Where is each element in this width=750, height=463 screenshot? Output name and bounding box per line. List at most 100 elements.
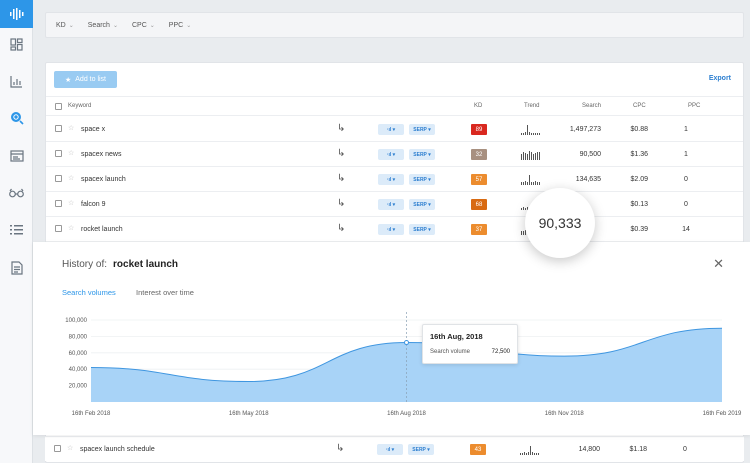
star-icon[interactable]: ☆ bbox=[68, 125, 75, 132]
filter-search[interactable]: Search ⌄ bbox=[88, 22, 118, 29]
trend-bar bbox=[520, 453, 521, 455]
star-icon: ★ bbox=[64, 76, 72, 84]
trend-bar bbox=[523, 152, 524, 160]
tab-search-volumes[interactable]: Search volumes bbox=[62, 288, 116, 297]
trend-bar bbox=[521, 154, 522, 160]
trend-bar bbox=[531, 152, 532, 160]
header-kd[interactable]: KD bbox=[474, 103, 483, 109]
tooltip-value: 72,500 bbox=[491, 349, 510, 355]
keyword-text[interactable]: space x bbox=[81, 126, 106, 133]
header-keyword[interactable]: Keyword bbox=[68, 103, 92, 109]
ppc-value: 0 bbox=[683, 446, 687, 453]
select-all-checkbox[interactable] bbox=[55, 103, 62, 110]
tab-interest-over-time[interactable]: Interest over time bbox=[136, 288, 194, 297]
trend-bar bbox=[539, 182, 540, 185]
search-volume-bubble: 90,333 bbox=[525, 188, 595, 258]
drill-down-arrow-icon[interactable]: ↳ bbox=[337, 148, 346, 159]
serp-dropdown-button[interactable]: SERP ▾ bbox=[409, 224, 435, 235]
close-icon[interactable]: ✕ bbox=[713, 256, 724, 271]
filter-kd[interactable]: KD ⌄ bbox=[56, 22, 74, 29]
star-icon[interactable]: ☆ bbox=[68, 150, 75, 157]
filter-label: CPC bbox=[131, 21, 147, 29]
serp-dropdown-button[interactable]: SERP ▾ bbox=[409, 149, 435, 160]
row-checkbox[interactable] bbox=[54, 445, 61, 452]
trend-bar bbox=[529, 175, 530, 185]
ppc-value: 0 bbox=[684, 201, 688, 208]
trend-sparkline bbox=[521, 148, 549, 160]
tooltip-label: Search volume bbox=[430, 349, 471, 355]
trend-bar bbox=[523, 207, 524, 210]
sidebar bbox=[0, 0, 33, 463]
row-checkbox[interactable] bbox=[55, 200, 62, 207]
keyword-text[interactable]: rocket launch bbox=[81, 226, 123, 233]
table-row[interactable]: ☆ falcon 9 ↳ ·ıl ▾ SERP ▾ 68 $0.13 0 bbox=[46, 192, 743, 217]
star-icon[interactable]: ☆ bbox=[68, 225, 75, 232]
drill-down-arrow-icon[interactable]: ↳ bbox=[337, 198, 346, 209]
graph-dropdown-button[interactable]: ·ıl ▾ bbox=[378, 224, 404, 235]
search-volume: 14,800 bbox=[578, 446, 600, 453]
filter-cpc[interactable]: CPC ⌄ bbox=[132, 22, 155, 29]
history-label: History of: bbox=[62, 259, 108, 270]
graph-dropdown-button[interactable]: ·ıl ▾ bbox=[377, 444, 403, 455]
trend-bar bbox=[531, 182, 532, 185]
browser-window-icon[interactable] bbox=[0, 142, 33, 170]
dashboard-icon[interactable] bbox=[0, 30, 33, 58]
x-tick-label: 16th Feb 2019 bbox=[703, 411, 742, 417]
trend-bar bbox=[537, 133, 538, 135]
trend-bar bbox=[525, 153, 526, 160]
ppc-value: 1 bbox=[684, 126, 688, 133]
header-cpc[interactable]: CPC bbox=[633, 103, 646, 109]
drill-down-arrow-icon[interactable]: ↳ bbox=[336, 443, 345, 454]
keyword-text[interactable]: spacex news bbox=[81, 151, 122, 158]
row-checkbox[interactable] bbox=[55, 150, 62, 157]
table-row[interactable]: ☆ rocket launch ↳ ·ıl ▾ SERP ▾ 37 $0.39 14 bbox=[46, 217, 743, 242]
keyword-text[interactable]: spacex launch schedule bbox=[80, 446, 155, 453]
keyword-text[interactable]: falcon 9 bbox=[81, 201, 106, 208]
row-checkbox[interactable] bbox=[55, 125, 62, 132]
keyword-text[interactable]: spacex launch bbox=[81, 176, 126, 183]
cpc-value: $2.09 bbox=[630, 176, 648, 183]
keyword-search-icon[interactable] bbox=[0, 104, 33, 132]
serp-dropdown-button[interactable]: SERP ▾ bbox=[409, 124, 435, 135]
kd-badge: 57 bbox=[471, 174, 487, 185]
star-icon[interactable]: ☆ bbox=[68, 175, 75, 182]
drill-down-arrow-icon[interactable]: ↳ bbox=[337, 223, 346, 234]
trend-bar bbox=[538, 453, 539, 455]
graph-dropdown-button[interactable]: ·ıl ▾ bbox=[378, 174, 404, 185]
x-tick-label: 16th Feb 2018 bbox=[72, 411, 111, 417]
search-volume: 90,500 bbox=[579, 151, 601, 158]
chevron-down-icon: ⌄ bbox=[112, 22, 118, 29]
glasses-icon[interactable] bbox=[0, 179, 33, 207]
table-row[interactable]: ☆ spacex launch ↳ ·ıl ▾ SERP ▾ 57 134,635 $2.09… bbox=[46, 167, 743, 192]
logo-bars-icon[interactable] bbox=[0, 0, 33, 28]
document-icon[interactable] bbox=[0, 254, 33, 282]
serp-dropdown-button[interactable]: SERP ▾ bbox=[408, 444, 434, 455]
chevron-down-icon: ⌄ bbox=[68, 22, 74, 29]
serp-dropdown-button[interactable]: SERP ▾ bbox=[409, 199, 435, 210]
star-icon[interactable]: ☆ bbox=[67, 445, 74, 452]
trend-bar bbox=[539, 152, 540, 160]
list-icon[interactable] bbox=[0, 216, 33, 244]
graph-dropdown-button[interactable]: ·ıl ▾ bbox=[378, 199, 404, 210]
graph-dropdown-button[interactable]: ·ıl ▾ bbox=[378, 149, 404, 160]
row-checkbox[interactable] bbox=[55, 225, 62, 232]
y-tick-label: 80,000 bbox=[69, 334, 88, 340]
table-row[interactable]: ☆ spacex news ↳ ·ıl ▾ SERP ▾ 32 90,500 $1.36 1 bbox=[46, 142, 743, 167]
add-to-list-button[interactable]: ★ Add to list bbox=[54, 71, 117, 88]
serp-dropdown-button[interactable]: SERP ▾ bbox=[409, 174, 435, 185]
star-icon[interactable]: ☆ bbox=[68, 200, 75, 207]
cpc-value: $0.88 bbox=[630, 126, 648, 133]
table-row[interactable]: ☆ space x ↳ ·ıl ▾ SERP ▾ 89 1,497,273 $0.88 1 bbox=[46, 117, 743, 142]
filter-ppc[interactable]: PPC ⌄ bbox=[169, 22, 191, 29]
drill-down-arrow-icon[interactable]: ↳ bbox=[337, 173, 346, 184]
row-checkbox[interactable] bbox=[55, 175, 62, 182]
header-ppc[interactable]: PPC bbox=[688, 103, 701, 109]
graph-dropdown-button[interactable]: ·ıl ▾ bbox=[378, 124, 404, 135]
bar-chart-icon[interactable] bbox=[0, 67, 33, 95]
table-row[interactable]: ☆ spacex launch schedule ↳ ·ıl ▾ SERP ▾ … bbox=[45, 436, 744, 461]
export-link[interactable]: Export bbox=[708, 75, 731, 82]
trend-bar bbox=[532, 452, 533, 455]
drill-down-arrow-icon[interactable]: ↳ bbox=[337, 123, 346, 134]
header-search[interactable]: Search bbox=[582, 103, 602, 109]
trend-sparkline bbox=[520, 443, 548, 455]
